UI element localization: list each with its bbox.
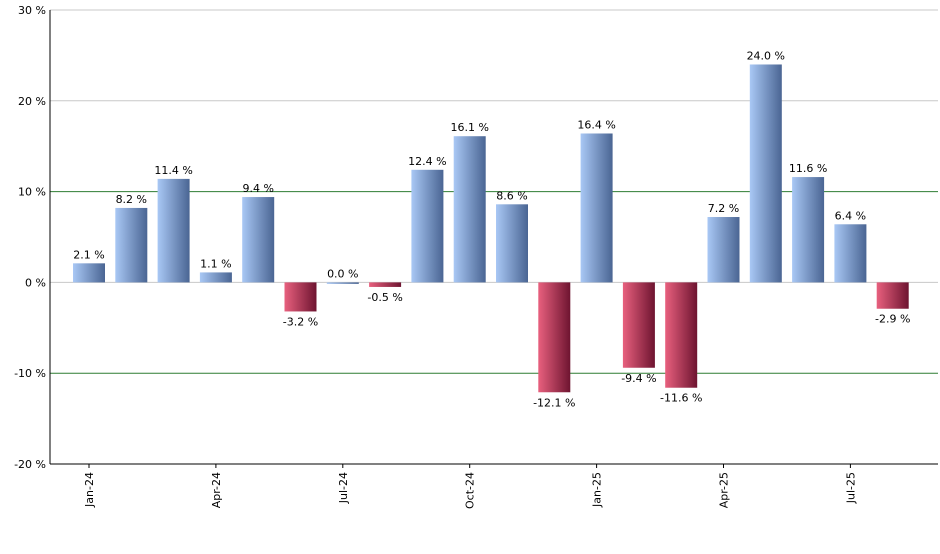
bar-value-label: -2.9 % <box>875 313 910 326</box>
bar-value-label: -0.5 % <box>367 291 402 304</box>
y-tick-label: -10 % <box>14 367 46 380</box>
bar-value-label: 7.2 % <box>708 202 739 215</box>
bar <box>496 204 528 283</box>
bar <box>665 282 698 388</box>
bar <box>115 207 148 283</box>
x-tick-label: Apr-24 <box>210 472 223 508</box>
bar-value-label: 16.1 % <box>450 121 488 134</box>
x-tick-label: Jan-24 <box>83 472 96 508</box>
bar <box>834 224 867 283</box>
bar-value-label: 8.6 % <box>496 189 527 202</box>
bar <box>538 282 571 393</box>
x-tick-label: Oct-24 <box>464 472 477 509</box>
bar <box>242 197 275 283</box>
bar <box>580 133 613 283</box>
bar <box>326 282 359 284</box>
bar <box>199 272 232 283</box>
y-tick-label: 10 % <box>18 186 46 199</box>
bar <box>792 177 825 283</box>
y-tick-label: 20 % <box>18 95 46 108</box>
bar <box>622 282 655 368</box>
x-tick-label: Jul-25 <box>844 472 857 504</box>
bar-value-label: 11.4 % <box>154 164 192 177</box>
bar <box>284 282 317 312</box>
x-tick-label: Jul-24 <box>337 472 350 504</box>
y-tick-label: -20 % <box>14 458 46 471</box>
bar-value-label: 0.0 % <box>327 267 358 280</box>
bar-value-label: 2.1 % <box>73 248 104 261</box>
bar <box>749 64 782 283</box>
bar <box>369 282 402 287</box>
bar-value-label: -11.6 % <box>660 392 702 405</box>
x-tick-label: Apr-25 <box>718 472 731 508</box>
bar-value-label: 9.4 % <box>242 182 273 195</box>
bar <box>453 136 486 283</box>
y-tick-label: 30 % <box>18 4 46 17</box>
bar <box>411 169 444 283</box>
y-tick-label: 0 % <box>25 276 46 289</box>
bar-value-label: 11.6 % <box>789 162 827 175</box>
bar-value-label: 6.4 % <box>835 209 866 222</box>
bar <box>73 263 105 283</box>
x-tick-label: Jan-25 <box>591 472 604 508</box>
bars <box>73 64 909 393</box>
bar <box>157 178 190 283</box>
bar <box>876 282 909 309</box>
bar-value-label: 16.4 % <box>577 118 615 131</box>
bar-value-label: -3.2 % <box>283 315 318 328</box>
bar-value-label: 1.1 % <box>200 257 231 270</box>
bar-value-label: 8.2 % <box>116 193 147 206</box>
bar-value-label: 24.0 % <box>747 49 785 62</box>
bar-value-label: -12.1 % <box>533 396 575 409</box>
axes: -20 % -10 % 0 % 10 % 20 % 30 % Jan-24 Apr-24 Jul… <box>14 4 938 509</box>
bar-value-label: 12.4 % <box>408 155 446 168</box>
bar-value-label: -9.4 % <box>621 372 656 385</box>
bar <box>707 217 740 283</box>
data-labels: 2.1 % 8.2 % 11.4 % 1.1 % 9.4 % -3.2 % 0.0 % -0.… <box>73 49 910 409</box>
